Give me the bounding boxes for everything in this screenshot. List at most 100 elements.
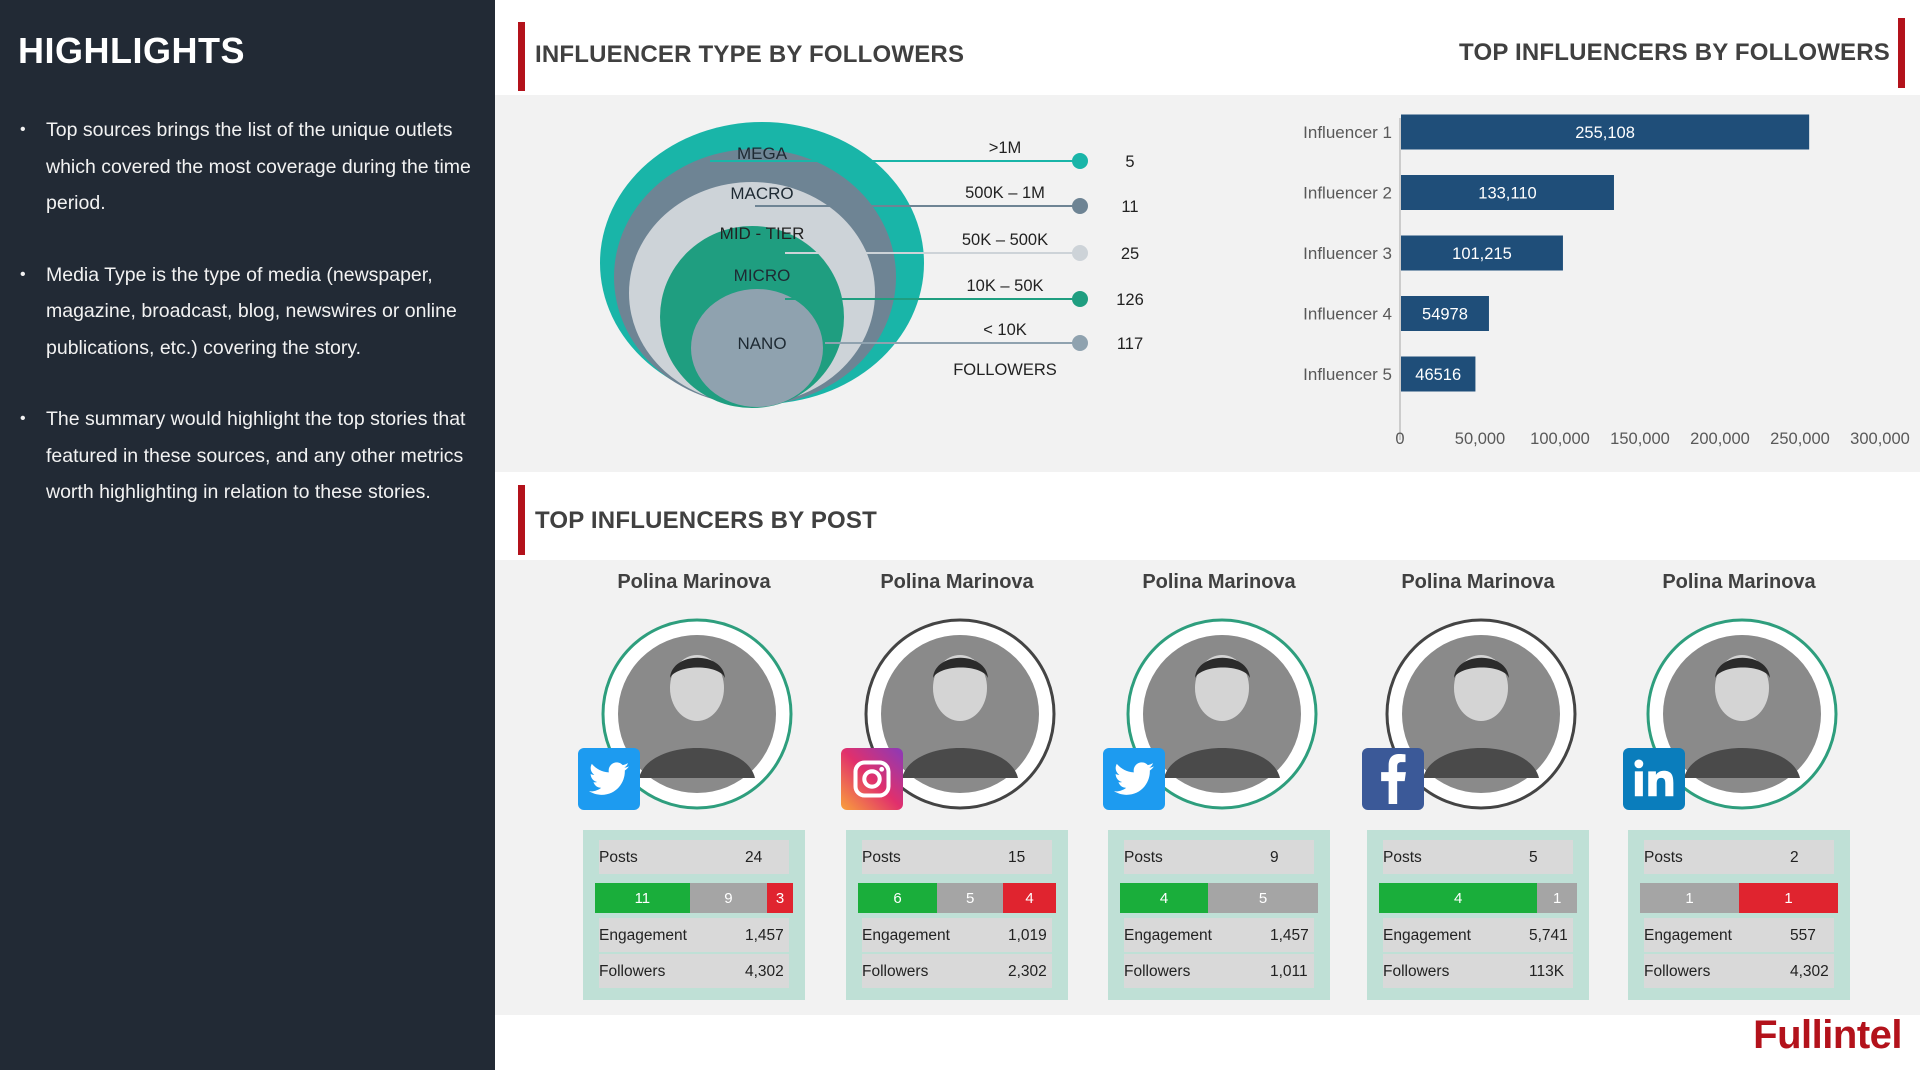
tier-dot — [1072, 291, 1088, 307]
negative-segment: 3 — [767, 883, 794, 913]
bar-value-label: 133,110 — [1478, 185, 1536, 203]
followers-row: Followers 1,011 — [1124, 954, 1314, 988]
avatar — [864, 618, 1056, 810]
neutral-segment: 5 — [937, 883, 1004, 913]
stat-label: Followers — [862, 963, 929, 980]
tier-range: 10K – 50K — [966, 277, 1043, 295]
stat-value: 4,302 — [1790, 963, 1829, 980]
bar-category-label: Influencer 3 — [1303, 244, 1392, 263]
stat-value: 5,741 — [1529, 927, 1568, 944]
bar — [1401, 235, 1563, 271]
posts-row: Posts 15 — [862, 840, 1052, 874]
bar-value-label: 101,215 — [1452, 245, 1512, 263]
tier-ring-nano — [691, 289, 823, 407]
x-tick-label: 100,000 — [1530, 430, 1590, 448]
stat-label: Posts — [1383, 849, 1422, 866]
twitter-icon — [578, 748, 640, 810]
negative-segment: 1 — [1739, 883, 1838, 913]
bar-category-label: Influencer 5 — [1303, 365, 1392, 384]
tier-dot — [1072, 198, 1088, 214]
followers-row: Followers 113K — [1383, 954, 1573, 988]
neutral-segment: 1 — [1537, 883, 1577, 913]
influencer-type-title: INFLUENCER TYPE BY FOLLOWERS — [535, 41, 965, 68]
stat-label: Posts — [599, 849, 638, 866]
stat-label: Followers — [1644, 963, 1711, 980]
tier-dot — [1072, 153, 1088, 169]
tier-name: MID - TIER — [720, 224, 805, 243]
stat-label: Posts — [862, 849, 901, 866]
stat-value: 15 — [1008, 849, 1026, 866]
influencer-name: Polina Marinova — [617, 571, 771, 593]
tier-name: NANO — [737, 334, 786, 353]
posts-row: Posts 5 — [1383, 840, 1573, 874]
tier-count: 5 — [1125, 153, 1134, 171]
engagement-row: Engagement 1,457 — [599, 918, 789, 952]
stat-value: 557 — [1790, 927, 1816, 944]
posts-row: Posts 24 — [599, 840, 789, 874]
stat-label: Engagement — [1383, 927, 1471, 944]
engagement-row: Engagement 5,741 — [1383, 918, 1573, 952]
stat-label: Followers — [1383, 963, 1450, 980]
x-tick-label: 50,000 — [1455, 430, 1505, 448]
influencer-name: Polina Marinova — [1401, 571, 1555, 593]
stat-value: 9 — [1270, 849, 1279, 866]
x-tick-label: 200,000 — [1690, 430, 1750, 448]
stat-value: 1,457 — [745, 927, 784, 944]
stat-value: 1,019 — [1008, 927, 1047, 944]
twitter-icon — [1103, 748, 1165, 810]
sidebar-title: HIGHLIGHTS — [18, 30, 245, 71]
stat-value: 1,011 — [1270, 963, 1308, 980]
tier-footer-label: FOLLOWERS — [953, 361, 1057, 379]
bar-category-label: Influencer 2 — [1303, 184, 1392, 203]
fullintel-logo: Fullintel — [1753, 1013, 1902, 1057]
bar-category-label: Influencer 1 — [1303, 123, 1392, 142]
engagement-row: Engagement 1,019 — [862, 918, 1052, 952]
followers-row: Followers 2,302 — [862, 954, 1052, 988]
posts-row: Posts 9 — [1124, 840, 1314, 874]
stat-value: 1,457 — [1270, 927, 1309, 944]
section-accent-bar — [518, 22, 525, 91]
influencer-tier-diagram: MEGA >1M 5 MACRO 500K – 1M 11 MID - TIER 50K – … — [600, 122, 1144, 408]
stat-label: Posts — [1124, 849, 1163, 866]
tier-range: < 10K — [983, 321, 1027, 339]
tier-count: 25 — [1121, 245, 1139, 263]
linkedin-icon — [1623, 748, 1685, 810]
bar — [1401, 175, 1614, 210]
stat-label: Engagement — [1644, 927, 1732, 944]
neutral-segment: 5 — [1208, 883, 1318, 913]
stat-label: Followers — [1124, 963, 1191, 980]
neutral-segment: 9 — [689, 883, 768, 913]
positive-segment: 6 — [858, 883, 938, 913]
tier-range: 50K – 500K — [962, 231, 1048, 249]
positive-segment: 4 — [1379, 883, 1538, 913]
tier-name: MEGA — [737, 144, 788, 163]
followers-row: Followers 4,302 — [1644, 954, 1834, 988]
avatar — [1126, 618, 1318, 810]
stat-value: 24 — [745, 849, 763, 866]
stat-label: Engagement — [599, 927, 687, 944]
section-accent-bar — [1898, 18, 1905, 88]
highlights-list: Top sources brings the list of the uniqu… — [18, 112, 478, 546]
instagram-icon — [841, 748, 903, 810]
influencer-stats: Posts 15 6 5 4 Engagement 1,019 Followers 2,302 — [846, 830, 1068, 1000]
tier-count: 11 — [1121, 198, 1138, 216]
stat-label: Followers — [599, 963, 666, 980]
influencer-stats: Posts 9 4 5 Engagement 1,457 Followers 1,011 — [1108, 830, 1330, 1000]
neutral-segment: 1 — [1640, 883, 1739, 913]
bar-value-label: 255,108 — [1575, 124, 1635, 142]
stat-value: 4,302 — [745, 963, 784, 980]
x-tick-label: 150,000 — [1610, 430, 1670, 448]
influencer-name: Polina Marinova — [1142, 571, 1296, 593]
top-followers-chart: Influencer 1 255,108 Influencer 2 133,110 In… — [1303, 114, 1910, 448]
avatar — [1385, 618, 1577, 810]
top-posts-title: TOP INFLUENCERS BY POST — [535, 507, 877, 534]
highlight-item: The summary would highlight the top stor… — [18, 401, 478, 511]
tier-dot — [1072, 245, 1088, 261]
avatar — [1646, 618, 1838, 810]
engagement-row: Engagement 557 — [1644, 918, 1834, 952]
highlight-item: Top sources brings the list of the uniqu… — [18, 112, 478, 222]
influencer-stats: Posts 2 1 1 Engagement 557 Followers 4,302 — [1628, 830, 1850, 1000]
top-followers-title: TOP INFLUENCERS BY FOLLOWERS — [1459, 39, 1890, 66]
